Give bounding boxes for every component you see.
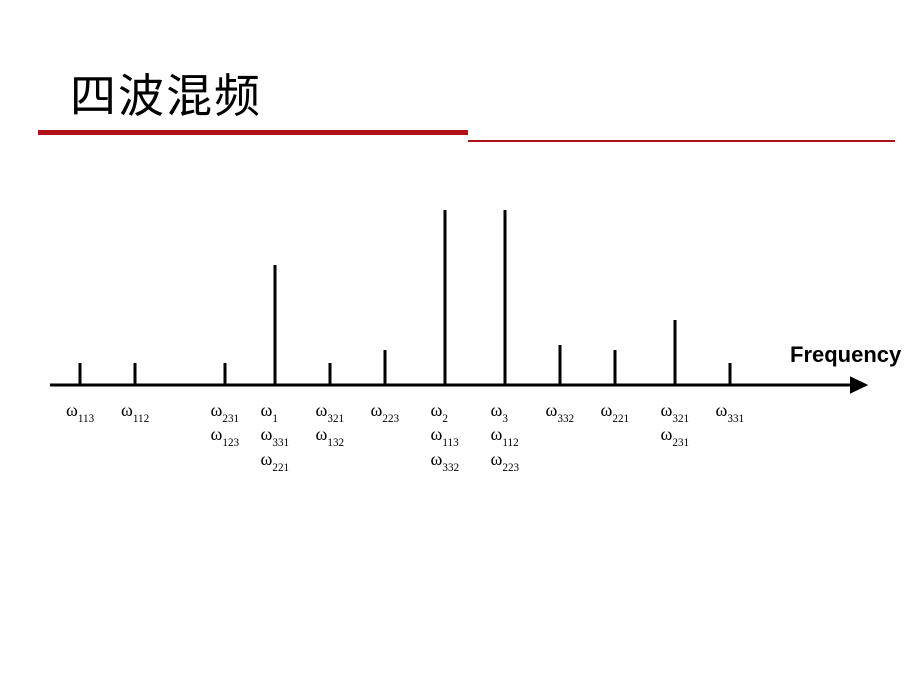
axis-label-frequency: Frequency (790, 342, 901, 368)
tick-label: ω321ω132 (316, 400, 345, 449)
tick-label: ω231ω123 (211, 400, 240, 449)
tick-label: ω221 (601, 400, 630, 424)
title-rule-thin (468, 140, 895, 142)
tick-label: ω331 (716, 400, 745, 424)
tick-label: ω223 (371, 400, 400, 424)
tick-label: ω2ω113ω332 (431, 400, 460, 473)
slide-title: 四波混频 (70, 60, 262, 126)
tick-label: ω113 (66, 400, 94, 424)
tick-label: ω1ω331ω221 (261, 400, 290, 473)
slide: 四波混频 Frequency ω113 ω112 ω231ω123 ω1ω331ω22… (0, 0, 920, 690)
title-rule-accent (38, 130, 468, 135)
tick-label: ω332 (546, 400, 575, 424)
spectrum-svg (50, 210, 870, 490)
tick-label: ω321ω231 (661, 400, 690, 449)
fwm-spectrum-diagram: Frequency ω113ω112ω231ω123ω1ω331ω221ω321… (50, 210, 870, 490)
tick-label: ω112 (121, 400, 149, 424)
tick-label: ω3ω112ω223 (491, 400, 520, 473)
